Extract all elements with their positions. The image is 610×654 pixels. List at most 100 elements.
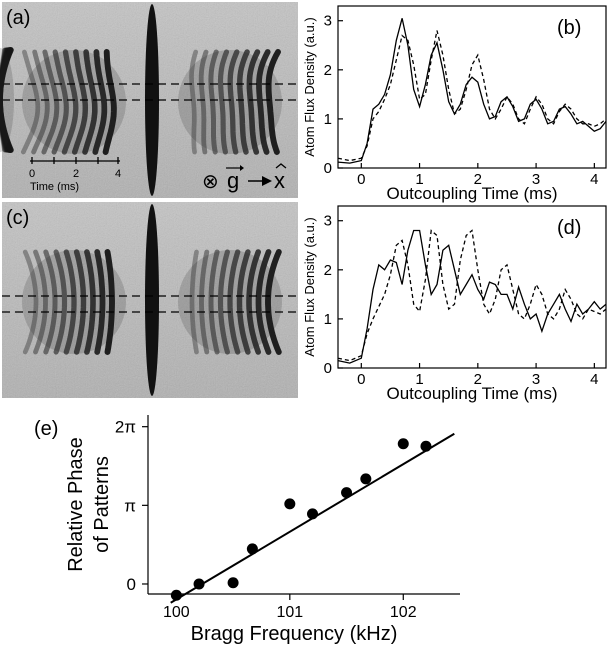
data-point: [420, 440, 432, 452]
gravity-vector-symbol: g: [227, 168, 239, 193]
x-tick-label: 0: [357, 371, 365, 388]
fringe-stripe: [189, 249, 199, 355]
panel-c-label: (c): [6, 207, 29, 229]
x-tick-label: 0: [357, 171, 365, 188]
fringe-stripe: [265, 49, 281, 155]
y-axis-label: Atom Flux Density (a.u.): [302, 17, 317, 156]
x-tick-label: 4: [590, 371, 598, 388]
data-point: [284, 498, 296, 510]
cloud-envelope: [22, 250, 126, 354]
data-point: [360, 473, 372, 485]
data-point: [193, 578, 205, 590]
panel-c-image: (c): [2, 202, 298, 398]
data-point: [341, 487, 353, 499]
plot-e: 100 101 102 0 π 2π Bragg Frequency (kHz) Relati…: [65, 415, 460, 645]
fringe-stripe: [92, 49, 108, 155]
fringe-stripe: [94, 249, 106, 355]
fringe-stripe: [237, 49, 250, 155]
panel-a-time-scalebar: 0 2 4 Time (ms): [29, 157, 121, 193]
plot-b-frame: [337, 5, 607, 169]
data-point: [227, 577, 239, 589]
fringe-stripe: [51, 49, 69, 155]
panel-c-central-bec: [145, 204, 159, 396]
data-point: [246, 543, 258, 555]
cloud-envelope: [178, 50, 282, 154]
fringe-stripe: [73, 249, 87, 355]
data-point: [397, 438, 409, 450]
fringe-stripe: [53, 249, 68, 355]
series-solid-line: [337, 18, 607, 164]
panel-c-left-cloud: [22, 249, 126, 355]
x-tick-label: 102: [390, 604, 417, 621]
panel-a-axis-annotation: ⊗ g x: [202, 163, 287, 193]
y-axis-label-line: Relative Phase: [65, 437, 87, 572]
cloud-envelope: [22, 50, 126, 154]
series-solid-line: [337, 229, 607, 364]
fringe-stripe: [104, 249, 115, 355]
series-dashed-line: [337, 229, 607, 362]
data-point: [170, 589, 182, 601]
panel-a-image: (a) 0 2 4 Time (ms) ⊗ g x: [2, 2, 298, 198]
scalebar-label: Time (ms): [30, 181, 79, 193]
y-axis-label: Atom Flux Density (a.u.): [302, 217, 317, 356]
fringe-stripe: [33, 249, 48, 355]
fringe-stripe: [61, 49, 79, 155]
series-dashed-line: [337, 30, 607, 162]
fringe-stripe: [236, 249, 251, 355]
x-hat-symbol: x: [274, 168, 285, 193]
x-tick-label: 3: [532, 171, 540, 188]
panel-c-right-cloud: [178, 249, 282, 355]
y-tick-label: 2π: [115, 418, 136, 437]
fringe-stripe: [217, 49, 230, 155]
fringe-stripe: [31, 49, 50, 155]
x-tick-label: 1: [415, 371, 423, 388]
fringe-stripe: [20, 49, 41, 155]
y-tick-label: 2: [324, 62, 332, 79]
x-tick-label: 100: [163, 604, 190, 621]
y-tick-label: 0: [324, 160, 332, 177]
fringe-stripe: [208, 249, 220, 355]
fringe-stripe: [41, 49, 60, 155]
x-tick-label: 1: [415, 171, 423, 188]
fringe-stripe: [265, 249, 282, 355]
x-axis-label: Bragg Frequency (kHz): [191, 623, 398, 645]
data-point: [307, 508, 319, 520]
fringe-stripe: [84, 249, 96, 355]
fringe-stripe: [71, 49, 89, 155]
fringe-stripe: [208, 49, 219, 155]
panel-b-label: (b): [557, 17, 581, 39]
panel-a-right-cloud: [178, 49, 282, 155]
x-tick-label: 3: [532, 371, 540, 388]
plot-d-frame: [337, 205, 607, 369]
fringe-stripe: [189, 49, 199, 155]
fringe-stripe: [217, 249, 230, 355]
fringe-stripe: [199, 249, 210, 355]
y-tick-label: 0: [324, 360, 332, 377]
cloud-envelope: [178, 250, 282, 354]
x-tick-label: 2: [474, 371, 482, 388]
panel-e-label: (e): [34, 418, 58, 440]
y-tick-label: 1: [324, 311, 332, 328]
fringe-stripe: [256, 49, 271, 155]
y-tick-label: 3: [324, 13, 332, 30]
y-axis-label-line: of Patterns: [91, 456, 113, 553]
scalebar-tick-0: 0: [29, 168, 35, 180]
x-tick-label: 101: [276, 604, 303, 621]
fringe-stripe: [43, 249, 58, 355]
fringe-stripe: [63, 249, 77, 355]
y-tick-label: π: [124, 496, 136, 515]
y-tick-label: 1: [324, 111, 332, 128]
panel-a-left-cloud: [20, 49, 126, 155]
x-tick-label: 2: [474, 171, 482, 188]
scalebar-tick-4: 4: [115, 168, 121, 180]
cloud-envelope: [0, 48, 14, 152]
fringe-stripe: [246, 249, 261, 355]
fringe-stripe: [227, 249, 241, 355]
x-axis-label: Outcoupling Time (ms): [387, 184, 558, 203]
panel-d-label: (d): [557, 217, 581, 239]
fringe-stripe: [246, 49, 261, 155]
fringe-stripe: [0, 47, 14, 153]
otimes-symbol: ⊗: [202, 171, 219, 193]
